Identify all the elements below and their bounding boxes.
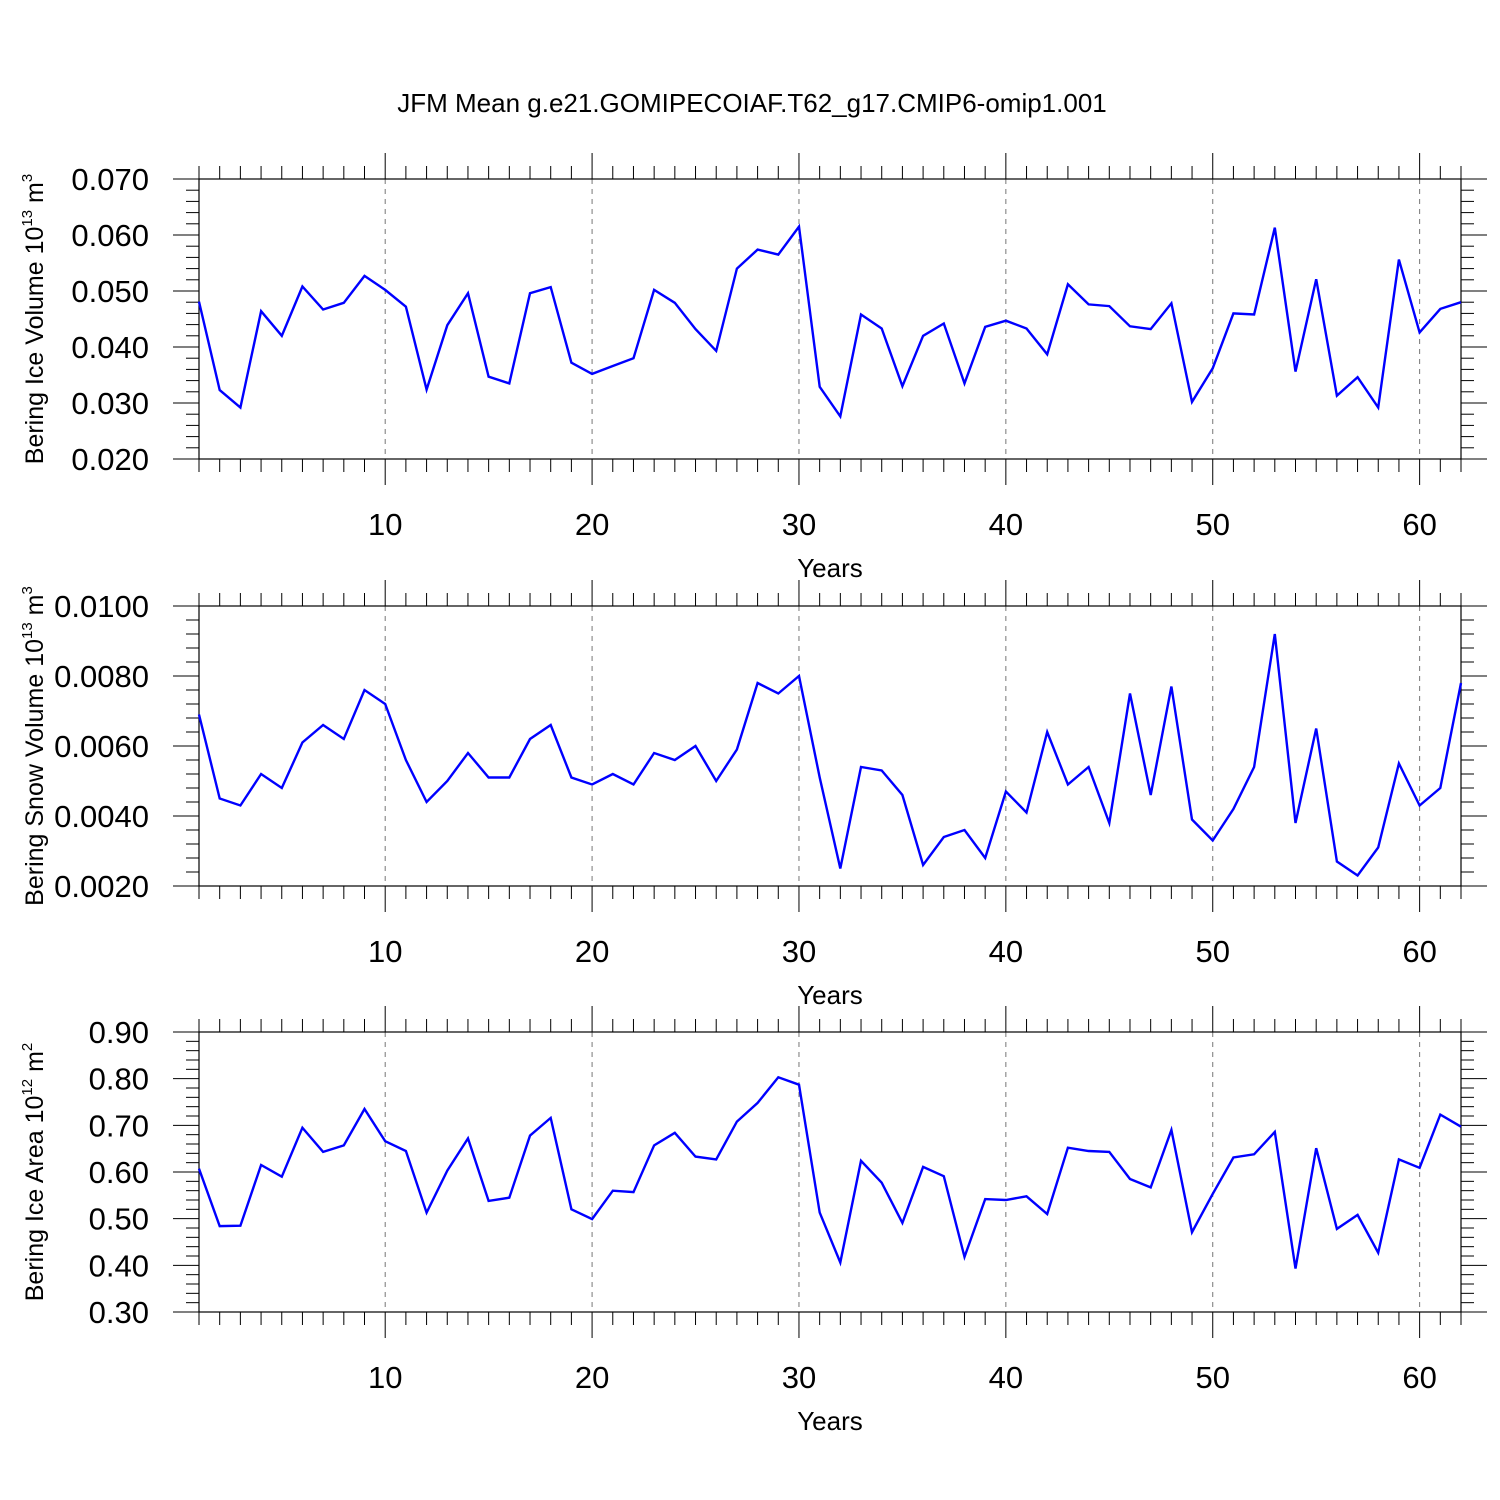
x-tick-label: 40 xyxy=(989,507,1023,542)
plot-frame xyxy=(198,178,1462,460)
y-tick-label: 0.0020 xyxy=(54,869,149,904)
panel-2: 0.0020 0.0040 0.0060 0.0080 0.0100 10 20 30 40 50… xyxy=(19,580,1487,1010)
x-tick-label: 10 xyxy=(368,507,402,542)
y-axis-label: Bering Ice Area 1012 m2 xyxy=(19,1043,49,1302)
x-tick-label: 50 xyxy=(1195,934,1229,969)
x-tick-label: 20 xyxy=(575,934,609,969)
x-tick-label: 50 xyxy=(1195,507,1229,542)
plot-frame xyxy=(198,605,1462,887)
x-axis-label: Years xyxy=(797,1406,863,1436)
x-tick-label: 60 xyxy=(1402,934,1436,969)
y-tick-label: 0.0060 xyxy=(54,729,149,764)
y-tick-label: 0.50 xyxy=(89,1202,149,1237)
x-tick-label: 30 xyxy=(782,934,816,969)
x-tick-label: 10 xyxy=(368,1360,402,1395)
x-axis-label: Years xyxy=(797,553,863,583)
y-axis-label: Bering Ice Volume 1013 m3 xyxy=(19,174,49,464)
y-tick-label: 0.80 xyxy=(89,1062,149,1097)
x-tick-label: 60 xyxy=(1402,1360,1436,1395)
y-tick-label: 0.40 xyxy=(89,1248,149,1283)
x-tick-label: 10 xyxy=(368,934,402,969)
panel-3: 0.30 0.40 0.50 0.60 0.70 0.80 0.90 10 20 30 40 50 60… xyxy=(19,1006,1487,1436)
y-tick-label: 0.040 xyxy=(71,330,149,365)
y-tick-label: 0.60 xyxy=(89,1155,149,1190)
y-tick-label: 0.70 xyxy=(89,1108,149,1143)
x-axis-label: Years xyxy=(797,980,863,1010)
figure-title: JFM Mean g.e21.GOMIPECOIAF.T62_g17.CMIP6… xyxy=(397,88,1107,118)
x-tick-label: 40 xyxy=(989,1360,1023,1395)
y-axis-label: Bering Snow Volume 1013 m3 xyxy=(19,586,49,906)
x-tick-label: 30 xyxy=(782,507,816,542)
y-tick-label: 0.030 xyxy=(71,386,149,421)
x-tick-label: 20 xyxy=(575,507,609,542)
y-tick-label: 0.30 xyxy=(89,1295,149,1330)
y-tick-label: 0.070 xyxy=(71,162,149,197)
y-tick-label: 0.90 xyxy=(89,1015,149,1050)
panel-1: 0.020 0.030 0.040 0.050 0.060 0.070 10 20 30 40 50… xyxy=(19,153,1487,583)
x-tick-label: 30 xyxy=(782,1360,816,1395)
x-tick-label: 60 xyxy=(1402,507,1436,542)
y-tick-label: 0.0080 xyxy=(54,659,149,694)
series-line xyxy=(197,223,1462,420)
series-line xyxy=(197,633,1463,878)
x-tick-label: 40 xyxy=(989,934,1023,969)
y-tick-label: 0.050 xyxy=(71,274,149,309)
x-tick-label: 50 xyxy=(1195,1360,1229,1395)
plot-frame xyxy=(198,1031,1462,1313)
x-tick-label: 20 xyxy=(575,1360,609,1395)
y-tick-label: 0.060 xyxy=(71,218,149,253)
y-tick-label: 0.0100 xyxy=(54,589,149,624)
series-line xyxy=(197,1075,1462,1269)
y-tick-label: 0.0040 xyxy=(54,799,149,834)
y-tick-label: 0.020 xyxy=(71,442,149,477)
